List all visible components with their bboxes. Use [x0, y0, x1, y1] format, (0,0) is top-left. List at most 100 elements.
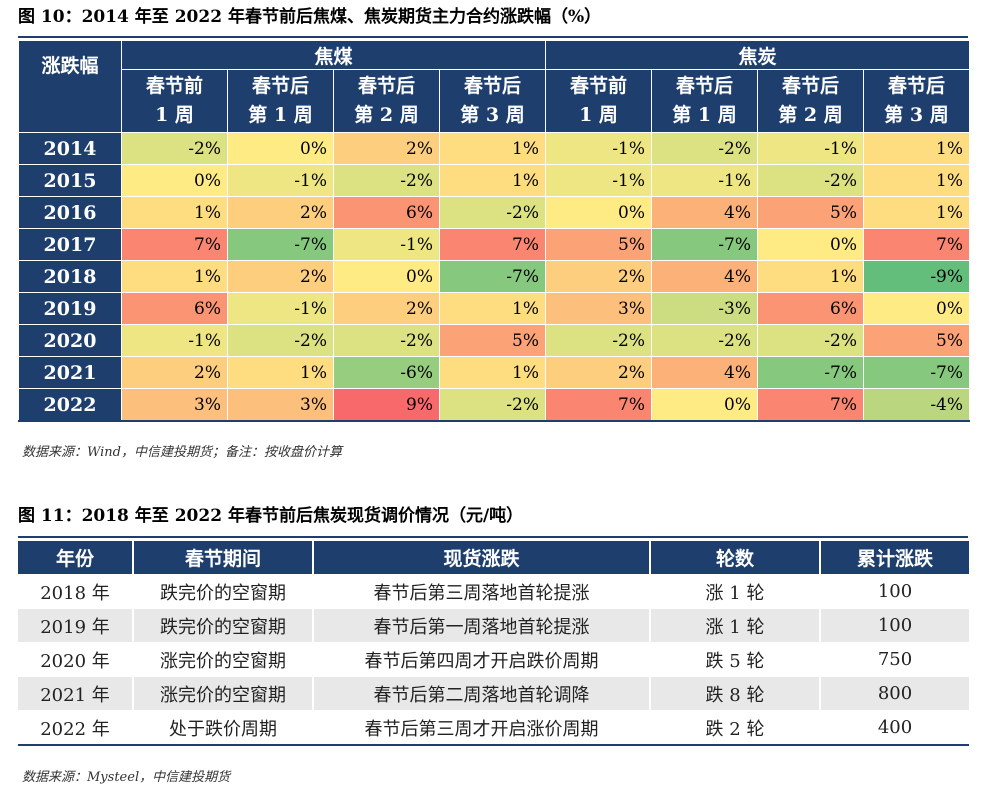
- row-year: 2015: [18, 164, 122, 197]
- row-year: 2020: [18, 324, 122, 357]
- table-cell: 7%: [863, 228, 971, 261]
- table-cell: -2%: [121, 132, 228, 165]
- row-year: 2022: [18, 388, 122, 422]
- table-cell: 2%: [545, 356, 653, 389]
- table-cell: -2%: [227, 324, 334, 357]
- table-cell: -2%: [545, 324, 653, 357]
- table-cell: 1%: [863, 132, 971, 165]
- table-cell: -4%: [863, 388, 971, 422]
- table-row: 2018 1% 2% 0% -7% 2% 4% 1% -9%: [18, 260, 971, 293]
- table-row: 2014 -2% 0% 2% 1% -1% -2% -1% 1%: [18, 132, 971, 165]
- table-cell: 2022 年: [18, 710, 133, 746]
- figure-11-title: 图 11：2018 年至 2022 年春节前后焦炭现货调价情况（元/吨）: [18, 506, 524, 526]
- table-cell: 0%: [333, 260, 440, 293]
- row-year: 2017: [18, 228, 122, 261]
- table-cell: -9%: [863, 260, 971, 293]
- table-cell: 6%: [333, 196, 440, 229]
- table-cell: 2%: [227, 260, 334, 293]
- table-cell: 400: [819, 710, 969, 746]
- table-cell: -6%: [333, 356, 440, 389]
- table-cell: 涨完价的空窗期: [132, 642, 313, 677]
- table-row: 2022 年处于跌价周期 春节后第三周才开启涨价周期跌 2 轮 400: [18, 710, 969, 746]
- table-cell: -2%: [651, 132, 759, 165]
- table-cell: 0%: [121, 164, 228, 197]
- table-cell: 4%: [651, 196, 759, 229]
- table-cell: 春节后第三周才开启涨价周期: [312, 710, 650, 746]
- table-cell: 6%: [121, 292, 228, 325]
- column-header: 累计涨跌: [819, 541, 969, 575]
- table-cell: 1%: [121, 196, 228, 229]
- table-cell: 3%: [121, 388, 228, 422]
- table-row: 2018 年跌完价的空窗期 春节后第三周落地首轮提涨涨 1 轮 100: [18, 574, 969, 609]
- table-cell: -2%: [757, 164, 865, 197]
- row-year: 2018: [18, 260, 122, 293]
- table-cell: 处于跌价周期: [132, 710, 313, 746]
- column-header: 春节前 1 周: [121, 69, 228, 133]
- table-cell: 750: [819, 642, 969, 677]
- table-cell: 春节后第四周才开启跌价周期: [312, 642, 650, 677]
- table-row: 2021 年涨完价的空窗期 春节后第二周落地首轮调降跌 8 轮 800: [18, 676, 969, 711]
- table-cell: 0%: [651, 388, 759, 422]
- table-cell: 1%: [863, 196, 971, 229]
- table-cell: -7%: [227, 228, 334, 261]
- futures-change-table: 涨跌幅 焦煤 焦炭 春节前 1 周春节后第 1 周春节后第 2 周春节后第 3 周…: [18, 40, 971, 422]
- table-cell: -1%: [545, 164, 653, 197]
- table-cell: 5%: [757, 196, 865, 229]
- column-header: 春节后第 2 周: [333, 69, 440, 133]
- table-cell: -1%: [757, 132, 865, 165]
- table-cell: -2%: [651, 324, 759, 357]
- table-cell: 涨完价的空窗期: [132, 676, 313, 711]
- table-cell: 2021 年: [18, 676, 133, 711]
- table-row: 2022 3% 3% 9% -2% 7% 0% 7% -4%: [18, 388, 971, 422]
- table-row: 2016 1% 2% 6% -2% 0% 4% 5% 1%: [18, 196, 971, 229]
- column-header: 轮数: [649, 541, 820, 575]
- table-cell: 2%: [545, 260, 653, 293]
- table-cell: 0%: [545, 196, 653, 229]
- table-cell: 5%: [863, 324, 971, 357]
- spot-price-table: 年份 春节期间 现货涨跌 轮数 累计涨跌 2018 年跌完价的空窗期 春节后第三周落地首轮…: [18, 541, 969, 746]
- table-row: 2019 年跌完价的空窗期 春节后第一周落地首轮提涨涨 1 轮 100: [18, 608, 969, 643]
- table-cell: 7%: [545, 388, 653, 422]
- table-cell: 2%: [333, 292, 440, 325]
- table-row: 2017 7% -7% -1% 7% 5% -7% 0% 7%: [18, 228, 971, 261]
- table-cell: 1%: [757, 260, 865, 293]
- column-header: 春节后第 2 周: [757, 69, 865, 133]
- table-row: 2020 年涨完价的空窗期 春节后第四周才开启跌价周期跌 5 轮 750: [18, 642, 969, 677]
- table-cell: 2%: [121, 356, 228, 389]
- table-row: 2019 6% -1% 2% 1% 3% -3% 6% 0%: [18, 292, 971, 325]
- title-rule-2: [18, 536, 968, 538]
- title-rule: [18, 36, 968, 38]
- table-cell: 7%: [757, 388, 865, 422]
- table-cell: 100: [819, 608, 969, 643]
- column-header: 春节后第 3 周: [863, 69, 971, 133]
- table-cell: -7%: [863, 356, 971, 389]
- row-year: 2021: [18, 356, 122, 389]
- table-cell: 2020 年: [18, 642, 133, 677]
- table-row: 2020 -1% -2% -2% 5% -2% -2% -2% 5%: [18, 324, 971, 357]
- column-header: 春节后第 1 周: [651, 69, 759, 133]
- column-header: 年份: [18, 541, 133, 575]
- table-cell: 跌完价的空窗期: [132, 608, 313, 643]
- table-cell: 5%: [438, 324, 547, 357]
- table-cell: 春节后第二周落地首轮调降: [312, 676, 650, 711]
- table-cell: 0%: [757, 228, 865, 261]
- table-cell: -7%: [438, 260, 547, 293]
- table-cell: 1%: [227, 356, 334, 389]
- table-cell: -2%: [333, 164, 440, 197]
- table-cell: 春节后第三周落地首轮提涨: [312, 574, 650, 609]
- column-header: 春节后第 3 周: [438, 69, 547, 133]
- table-cell: 跌 5 轮: [649, 642, 820, 677]
- column-header: 现货涨跌: [312, 541, 650, 575]
- table-cell: 跌 8 轮: [649, 676, 820, 711]
- table-cell: 1%: [438, 132, 547, 165]
- table-cell: 1%: [438, 292, 547, 325]
- row-year: 2016: [18, 196, 122, 229]
- table-cell: -1%: [227, 292, 334, 325]
- table-cell: 2%: [227, 196, 334, 229]
- table-cell: 3%: [545, 292, 653, 325]
- table-cell: 春节后第一周落地首轮提涨: [312, 608, 650, 643]
- column-header: 春节前 1 周: [545, 69, 653, 133]
- table-cell: 7%: [438, 228, 547, 261]
- table-cell: 0%: [227, 132, 334, 165]
- table-cell: -7%: [757, 356, 865, 389]
